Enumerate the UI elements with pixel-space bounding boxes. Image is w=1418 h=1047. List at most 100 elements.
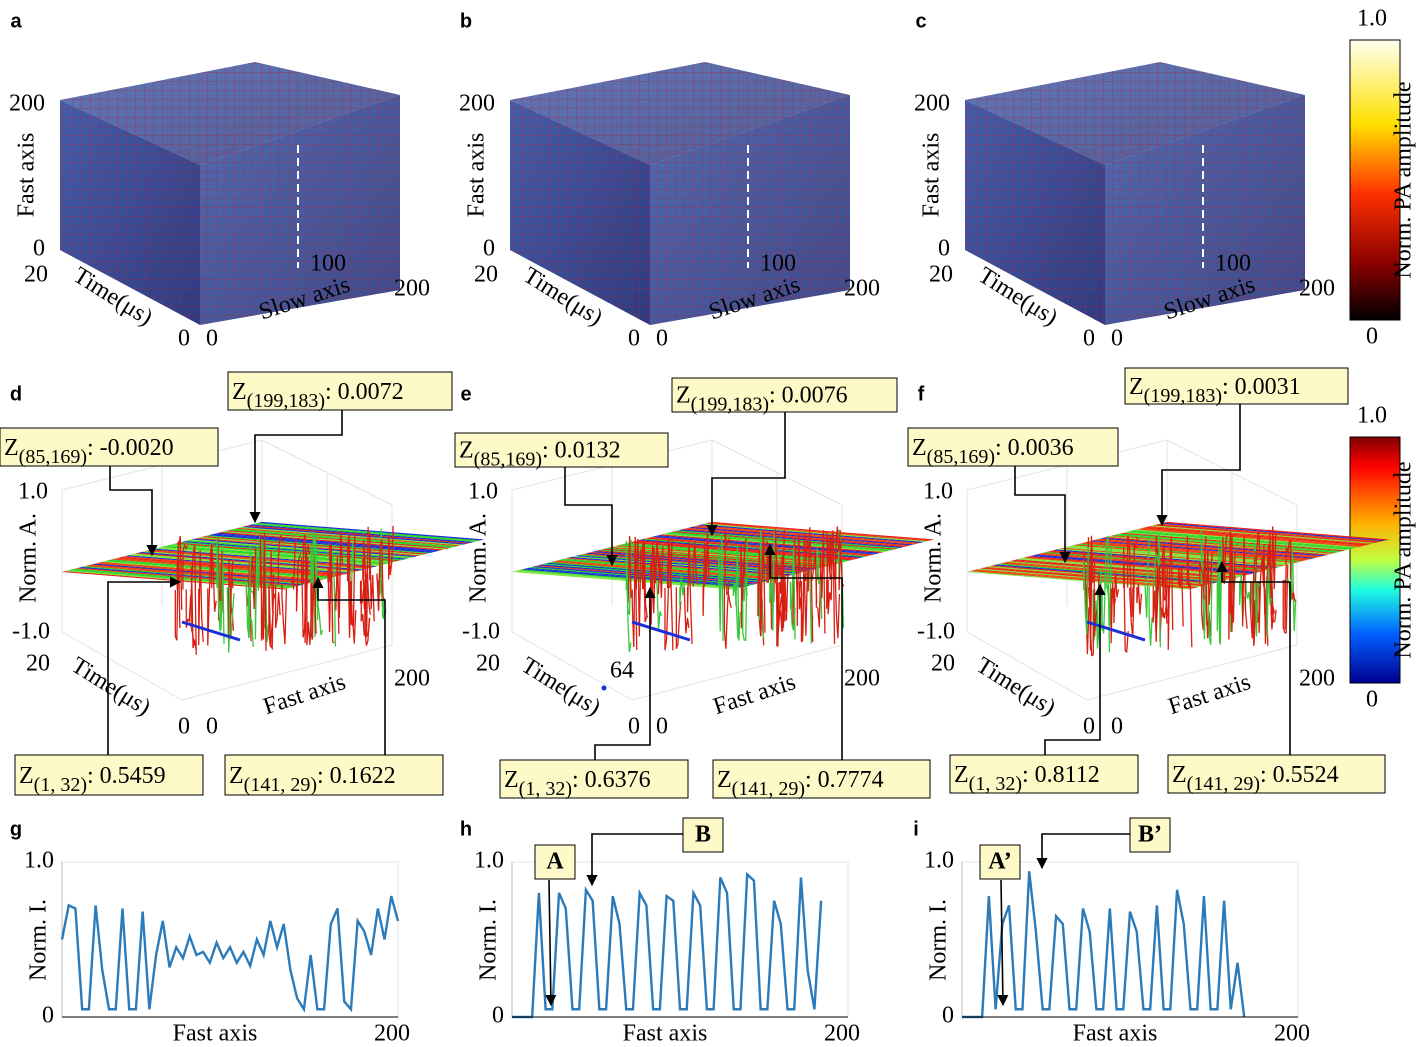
line-chart: h 0 1.0 200 Fast axis Norm. I.: [460, 818, 860, 1046]
surface-stripe: [1003, 561, 1230, 581]
annotation-value: : 0.0072: [325, 378, 404, 404]
annotation-box: [227, 371, 453, 411]
panel-label: c: [915, 10, 926, 32]
surface-spike: [625, 540, 632, 653]
surface-stripe: [1140, 527, 1366, 547]
surface-stripe: [1153, 524, 1380, 543]
axis-tick-label: 200: [844, 276, 880, 302]
x-tick-label: 200: [374, 1021, 410, 1047]
axis-tick-label: -1.0: [12, 619, 50, 645]
axis-tick-label: 0: [33, 236, 45, 262]
annotation-value: : 0.5524: [1260, 761, 1339, 787]
surface-stripe: [983, 566, 1210, 586]
surface-spike: [1203, 554, 1209, 626]
surface-stripe: [645, 537, 871, 557]
axis-tick-label: 0: [1083, 714, 1095, 740]
annotation-sub: (199,183): [691, 393, 769, 415]
surface-spike: [364, 580, 371, 646]
annotation-text: Z(141, 29): 0.1622: [229, 763, 396, 796]
surface-spike: [816, 548, 823, 619]
box-line: [511, 631, 633, 701]
annotation-arrow: [764, 543, 843, 760]
colorbar-tick-label: 1.0: [1357, 403, 1387, 429]
surface-spike: [1271, 573, 1277, 623]
y-tick-label: 0: [42, 1003, 54, 1029]
axis-tick-label: 0: [206, 326, 218, 352]
line-chart: i 0 1.0 200 Fast axis Norm. I.: [913, 818, 1310, 1046]
marker-point: [601, 685, 607, 691]
surface-spike: [216, 536, 223, 632]
surface-spike: [775, 562, 781, 583]
surface-stripe: [112, 558, 338, 577]
axis-label: Fast axis: [710, 669, 799, 720]
surface-stripe: [1143, 526, 1370, 546]
surface-stripe: [688, 526, 915, 546]
surface-stripe: [618, 544, 845, 563]
annotation-arrow: [564, 467, 618, 567]
volume-texture: [510, 100, 650, 325]
axis-tick-label: 20: [929, 262, 953, 288]
surface-spike: [675, 587, 682, 649]
surface-spike: [1228, 531, 1234, 640]
annotation-arrow: [1156, 404, 1241, 527]
colorbar-label: Norm. PA amplitude: [1391, 81, 1417, 278]
surface-spike: [723, 579, 730, 649]
volume-texture: [60, 62, 400, 165]
surface-stripe: [678, 529, 905, 548]
x-tick-label: 200: [824, 1021, 860, 1047]
colorbar-tick-label: 0: [1366, 687, 1378, 713]
axis-tick-label: 200: [394, 276, 430, 302]
axis-tick-label: 1.0: [468, 479, 498, 505]
surface-stripe: [987, 566, 1213, 585]
surface-stripe: [252, 523, 478, 542]
annotation-box: [1129, 817, 1171, 853]
surface-spike: [1289, 538, 1296, 602]
y-axis-label: Norm. I.: [926, 899, 952, 981]
annotation-sub: (141, 29): [1187, 772, 1260, 794]
box-line: [1086, 644, 1298, 701]
volume-texture: [965, 62, 1305, 165]
y-axis-label: Norm. I.: [26, 899, 52, 981]
annotation-var: Z: [1172, 761, 1187, 787]
surface-spike: [1241, 536, 1248, 629]
surface-stripe: [238, 526, 465, 546]
axis-tick-label: 0: [1111, 714, 1123, 740]
surface-spike: [182, 543, 189, 590]
surface-stripe: [698, 524, 925, 543]
surface-stripe: [562, 558, 788, 577]
axis-tick-label: 100: [310, 251, 346, 277]
colorbar-tick-label: 0: [1366, 324, 1378, 350]
annotation-text: Z(141, 29): 0.5524: [1172, 761, 1339, 794]
axis-tick-label: 0: [178, 714, 190, 740]
surface-stripe: [232, 528, 458, 547]
volume-texture: [200, 95, 400, 325]
colorbar-label: Norm. PA amplitude: [1391, 461, 1417, 658]
surface-spike: [1110, 582, 1117, 644]
annotation-var: Z: [912, 434, 927, 460]
surface-stripe: [1127, 531, 1353, 550]
data-line: [60, 895, 400, 1013]
panel-label: d: [10, 383, 22, 405]
data-line: [962, 871, 1246, 1019]
annotation-var: Z: [232, 378, 247, 404]
surface-stripe: [970, 570, 1196, 589]
annotation-var: Z: [459, 437, 474, 463]
axis-tick-label: 200: [9, 91, 45, 117]
annotation-box: [534, 844, 576, 880]
panel-label: g: [10, 818, 22, 840]
axis-tick-label: -1.0: [917, 619, 955, 645]
surface-spike: [740, 545, 746, 601]
annotation-value: : 0.0132: [542, 437, 621, 463]
surface-spike: [218, 546, 225, 644]
surface-spike: [819, 530, 826, 634]
axis-tick-label: 0: [483, 236, 495, 262]
surface-spike: [657, 546, 664, 598]
panel-label: i: [913, 818, 919, 840]
surface-spike: [300, 557, 307, 638]
volume-texture: [1105, 95, 1305, 325]
surface-spike: [306, 583, 313, 646]
